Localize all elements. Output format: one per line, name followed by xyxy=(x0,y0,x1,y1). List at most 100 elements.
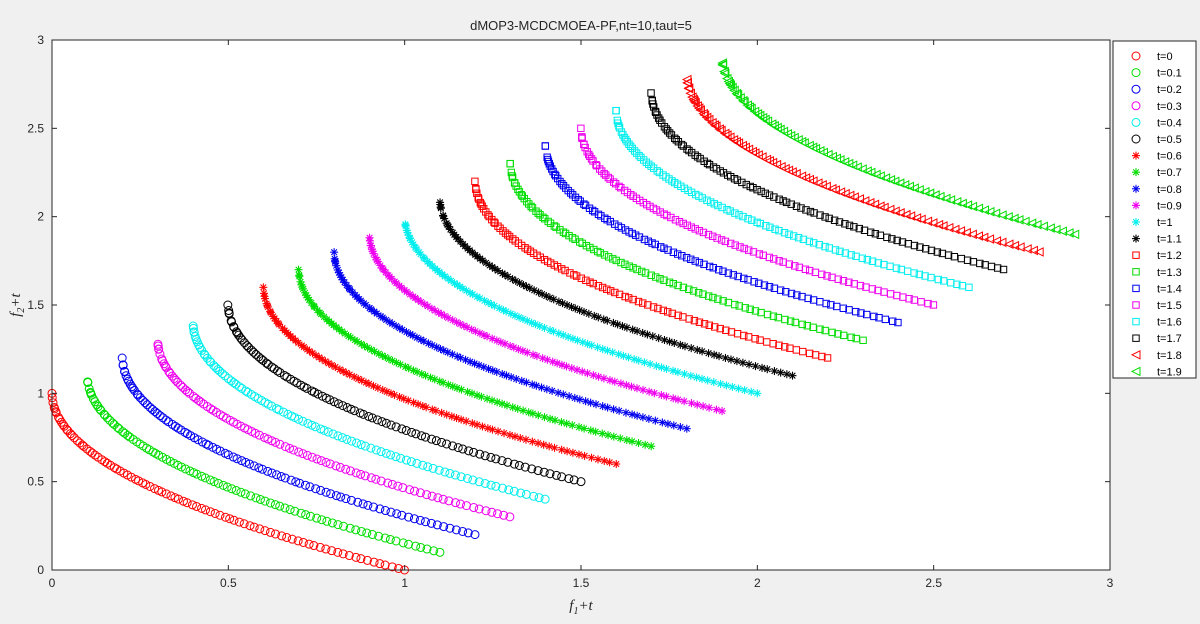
data-point xyxy=(305,482,315,492)
data-point xyxy=(597,167,606,175)
data-point xyxy=(433,493,443,503)
data-point xyxy=(726,355,735,364)
data-point xyxy=(731,209,739,217)
data-point xyxy=(428,463,438,473)
data-point xyxy=(694,289,703,297)
data-point xyxy=(775,226,783,235)
data-point xyxy=(740,274,748,283)
data-point xyxy=(108,418,118,428)
data-point xyxy=(738,358,747,367)
data-point xyxy=(69,433,79,443)
data-point xyxy=(705,321,714,329)
data-point xyxy=(587,341,596,350)
data-point xyxy=(481,506,491,516)
data-point xyxy=(712,165,721,173)
data-point xyxy=(220,371,230,381)
data-point xyxy=(990,208,1001,219)
data-point xyxy=(232,454,242,464)
data-point xyxy=(503,272,512,281)
data-point xyxy=(643,330,652,339)
data-point xyxy=(859,336,867,345)
data-point xyxy=(653,167,661,175)
data-point xyxy=(371,474,381,484)
axes-background xyxy=(52,40,1110,570)
data-point xyxy=(785,260,793,268)
data-point xyxy=(984,234,995,244)
data-point xyxy=(634,356,643,365)
data-point xyxy=(87,448,97,458)
data-point xyxy=(639,299,647,307)
data-point xyxy=(799,138,809,148)
y-axis-label-suffix: +t xyxy=(8,292,24,307)
data-point xyxy=(277,531,287,541)
data-point xyxy=(868,257,877,265)
data-point xyxy=(625,294,633,302)
data-point xyxy=(474,477,484,487)
data-point xyxy=(603,285,611,293)
data-point xyxy=(338,549,348,559)
series-t-1.5 xyxy=(577,124,938,309)
data-point xyxy=(287,534,297,544)
data-point xyxy=(944,251,953,259)
data-point xyxy=(493,266,502,275)
data-point xyxy=(431,436,441,446)
data-point xyxy=(285,505,295,515)
data-point xyxy=(67,430,77,440)
data-point xyxy=(499,227,507,235)
data-point xyxy=(257,464,267,474)
series-t-0.8 xyxy=(330,248,691,433)
legend-label: t=0.5 xyxy=(1157,134,1182,146)
data-point xyxy=(803,322,812,330)
data-point xyxy=(669,394,678,403)
data-point xyxy=(294,447,304,457)
data-point xyxy=(420,517,430,527)
data-point xyxy=(775,257,783,265)
data-point xyxy=(401,455,411,465)
data-point xyxy=(397,510,407,520)
data-point xyxy=(293,536,303,546)
data-point xyxy=(751,335,759,343)
data-point xyxy=(477,200,485,208)
data-point xyxy=(375,504,385,514)
data-point xyxy=(594,372,603,381)
data-point xyxy=(863,310,871,319)
data-point xyxy=(927,273,935,282)
data-point xyxy=(663,127,672,135)
data-point xyxy=(857,309,865,317)
data-point xyxy=(150,484,160,494)
data-point xyxy=(100,410,110,420)
data-point xyxy=(240,489,250,499)
data-point xyxy=(810,239,818,247)
data-point xyxy=(366,473,376,483)
data-point xyxy=(967,201,978,212)
data-point xyxy=(663,419,672,428)
data-point xyxy=(422,544,432,554)
data-point xyxy=(669,421,678,430)
data-point xyxy=(336,492,346,502)
legend-marker xyxy=(1132,234,1140,243)
legend-label: t=1 xyxy=(1157,217,1173,229)
data-point xyxy=(90,397,100,407)
legend-label: t=1.9 xyxy=(1157,366,1182,378)
data-point xyxy=(680,397,689,406)
data-point xyxy=(910,241,919,250)
data-point xyxy=(672,136,681,144)
data-point xyxy=(591,427,600,436)
data-point xyxy=(650,103,658,111)
data-point xyxy=(237,335,247,345)
data-point xyxy=(118,360,128,370)
data-point xyxy=(423,462,433,472)
data-point xyxy=(855,224,864,233)
data-point xyxy=(426,518,436,528)
data-point xyxy=(509,459,519,469)
data-point xyxy=(692,101,702,111)
data-point xyxy=(756,219,764,228)
data-point xyxy=(751,362,760,371)
data-point xyxy=(209,477,219,487)
data-point xyxy=(883,233,891,242)
data-point xyxy=(916,243,924,251)
data-point xyxy=(695,226,704,235)
data-point xyxy=(677,140,686,149)
x-axis-label: f1+t xyxy=(569,598,593,617)
data-point xyxy=(635,151,643,160)
